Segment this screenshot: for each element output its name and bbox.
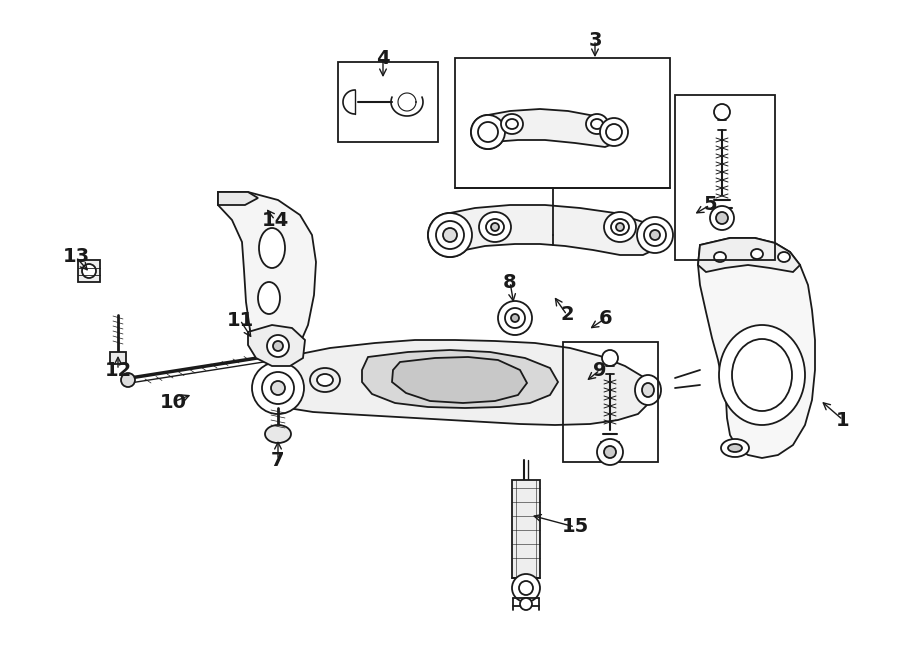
Ellipse shape bbox=[436, 221, 464, 249]
Ellipse shape bbox=[586, 114, 608, 134]
Text: 3: 3 bbox=[589, 30, 602, 50]
Polygon shape bbox=[476, 109, 622, 147]
Ellipse shape bbox=[602, 350, 618, 366]
Ellipse shape bbox=[267, 335, 289, 357]
Ellipse shape bbox=[259, 228, 285, 268]
Text: 14: 14 bbox=[261, 210, 289, 229]
Ellipse shape bbox=[600, 118, 628, 146]
Ellipse shape bbox=[82, 264, 96, 278]
Ellipse shape bbox=[484, 128, 492, 136]
Ellipse shape bbox=[604, 446, 616, 458]
Ellipse shape bbox=[478, 122, 498, 142]
Polygon shape bbox=[218, 192, 316, 358]
Ellipse shape bbox=[506, 119, 518, 129]
Ellipse shape bbox=[428, 213, 472, 257]
Text: 11: 11 bbox=[227, 311, 254, 329]
Polygon shape bbox=[698, 238, 800, 272]
Ellipse shape bbox=[501, 114, 523, 134]
Ellipse shape bbox=[252, 362, 304, 414]
Ellipse shape bbox=[443, 228, 457, 242]
Ellipse shape bbox=[121, 373, 135, 387]
Bar bbox=[675, 95, 775, 260]
Ellipse shape bbox=[714, 104, 730, 120]
Text: 10: 10 bbox=[159, 393, 186, 412]
Ellipse shape bbox=[471, 115, 505, 149]
Polygon shape bbox=[248, 325, 305, 366]
Ellipse shape bbox=[310, 368, 340, 392]
Ellipse shape bbox=[491, 223, 499, 231]
Ellipse shape bbox=[519, 581, 533, 595]
Text: 12: 12 bbox=[104, 360, 131, 379]
Bar bbox=[455, 58, 670, 188]
Ellipse shape bbox=[606, 124, 622, 140]
Text: 7: 7 bbox=[271, 451, 284, 469]
Bar bbox=[78, 260, 100, 282]
Text: 6: 6 bbox=[599, 309, 613, 327]
Ellipse shape bbox=[714, 252, 726, 262]
Polygon shape bbox=[450, 205, 660, 257]
Bar bbox=[110, 352, 126, 364]
Ellipse shape bbox=[271, 381, 285, 395]
Ellipse shape bbox=[635, 375, 661, 405]
Ellipse shape bbox=[265, 425, 291, 443]
Ellipse shape bbox=[616, 223, 624, 231]
Text: 9: 9 bbox=[593, 360, 607, 379]
Ellipse shape bbox=[512, 574, 540, 602]
Text: 13: 13 bbox=[62, 247, 90, 266]
Ellipse shape bbox=[317, 374, 333, 386]
Ellipse shape bbox=[498, 301, 532, 335]
Ellipse shape bbox=[486, 219, 504, 235]
Ellipse shape bbox=[710, 206, 734, 230]
Ellipse shape bbox=[644, 224, 666, 246]
Ellipse shape bbox=[778, 252, 790, 262]
Text: 2: 2 bbox=[560, 305, 574, 325]
Text: 1: 1 bbox=[836, 410, 850, 430]
Ellipse shape bbox=[520, 598, 532, 610]
Ellipse shape bbox=[511, 314, 519, 322]
Bar bbox=[338, 62, 438, 142]
Ellipse shape bbox=[479, 212, 511, 242]
Ellipse shape bbox=[443, 228, 457, 242]
Polygon shape bbox=[218, 192, 258, 205]
Polygon shape bbox=[392, 357, 527, 403]
Ellipse shape bbox=[273, 341, 283, 351]
Text: 4: 4 bbox=[376, 48, 390, 67]
Ellipse shape bbox=[611, 219, 629, 235]
Ellipse shape bbox=[604, 212, 636, 242]
Ellipse shape bbox=[262, 372, 294, 404]
Ellipse shape bbox=[471, 115, 505, 149]
Polygon shape bbox=[698, 238, 815, 458]
Ellipse shape bbox=[732, 339, 792, 411]
Ellipse shape bbox=[642, 383, 654, 397]
Text: 15: 15 bbox=[562, 518, 589, 537]
Ellipse shape bbox=[428, 213, 472, 257]
Bar bbox=[512, 480, 540, 578]
Ellipse shape bbox=[478, 122, 498, 142]
Text: 5: 5 bbox=[703, 196, 716, 215]
Ellipse shape bbox=[650, 230, 660, 240]
Ellipse shape bbox=[436, 221, 464, 249]
Ellipse shape bbox=[751, 249, 763, 259]
Ellipse shape bbox=[258, 282, 280, 314]
Ellipse shape bbox=[716, 212, 728, 224]
Ellipse shape bbox=[637, 217, 673, 253]
Ellipse shape bbox=[721, 439, 749, 457]
Ellipse shape bbox=[728, 444, 742, 452]
Ellipse shape bbox=[591, 119, 603, 129]
Polygon shape bbox=[265, 340, 652, 425]
Text: 8: 8 bbox=[503, 272, 517, 292]
Ellipse shape bbox=[719, 325, 805, 425]
Bar bbox=[563, 342, 658, 462]
Ellipse shape bbox=[505, 308, 525, 328]
Ellipse shape bbox=[597, 439, 623, 465]
Polygon shape bbox=[362, 350, 558, 408]
